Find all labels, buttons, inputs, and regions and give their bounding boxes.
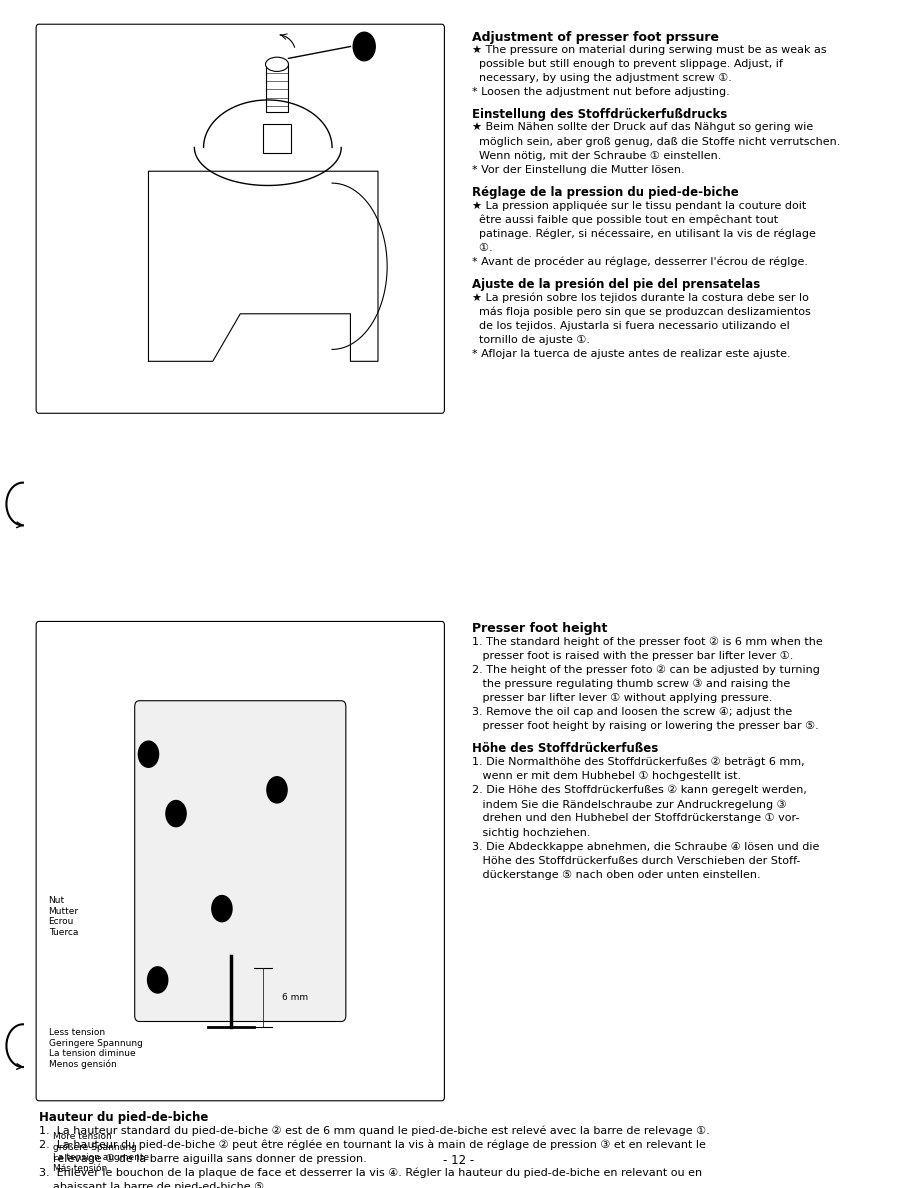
- Text: Höhe des Stoffdrückerfußes durch Verschieben der Stoff-: Höhe des Stoffdrückerfußes durch Verschi…: [472, 855, 800, 866]
- Text: 3. Die Abdeckkappe abnehmen, die Schraube ④ lösen und die: 3. Die Abdeckkappe abnehmen, die Schraub…: [472, 841, 820, 852]
- Text: 1.  La hauteur standard du pied-de-biche ② est de 6 mm quand le pied-de-biche es: 1. La hauteur standard du pied-de-biche …: [39, 1125, 710, 1136]
- Text: ①.: ①.: [472, 242, 493, 253]
- Text: 3. Remove the oil cap and loosen the screw ④; adjust the: 3. Remove the oil cap and loosen the scr…: [472, 707, 792, 718]
- Text: sichtig hochziehen.: sichtig hochziehen.: [472, 828, 590, 838]
- Text: presser foot is raised with the presser bar lifter lever ①.: presser foot is raised with the presser …: [472, 651, 793, 661]
- Text: wenn er mit dem Hubhebel ① hochgestellt ist.: wenn er mit dem Hubhebel ① hochgestellt …: [472, 771, 742, 781]
- Text: más floja posible pero sin que se produzcan deslizamientos: más floja posible pero sin que se produz…: [472, 307, 811, 317]
- Text: 2.  La hauteur du pied-de-biche ② peut être réglée en tournant la vis à main de : 2. La hauteur du pied-de-biche ② peut êt…: [39, 1139, 706, 1150]
- Text: * Loosen the adjustment nut before adjusting.: * Loosen the adjustment nut before adjus…: [472, 87, 730, 97]
- Text: presser foot height by raising or lowering the presser bar ⑤.: presser foot height by raising or loweri…: [472, 721, 819, 732]
- Text: Hauteur du pied-de-biche: Hauteur du pied-de-biche: [39, 1111, 208, 1124]
- Text: indem Sie die Rändelschraube zur Andruckregelung ③: indem Sie die Rändelschraube zur Andruck…: [472, 800, 787, 809]
- Text: Réglage de la pression du pied-de-biche: Réglage de la pression du pied-de-biche: [472, 187, 739, 200]
- Circle shape: [212, 896, 232, 922]
- Text: ②: ②: [219, 905, 225, 911]
- Text: ★ The pressure on material during serwing must be as weak as: ★ The pressure on material during serwin…: [472, 45, 827, 55]
- Bar: [263, 124, 291, 153]
- Text: 1. The standard height of the presser foot ② is 6 mm when the: 1. The standard height of the presser fo…: [472, 637, 823, 646]
- Text: 1. Die Normalthöhe des Stoffdrückerfußes ② beträgt 6 mm,: 1. Die Normalthöhe des Stoffdrückerfußes…: [472, 757, 805, 767]
- Text: Less tension
Geringere Spannung
La tension diminue
Menos gensión: Less tension Geringere Spannung La tensi…: [49, 1029, 142, 1069]
- Text: de los tejidos. Ajustarla si fuera necessario utilizando el: de los tejidos. Ajustarla si fuera neces…: [472, 321, 790, 330]
- FancyBboxPatch shape: [36, 621, 444, 1101]
- Text: relevage ① de la barre aiguilla sans donner de pression.: relevage ① de la barre aiguilla sans don…: [39, 1154, 366, 1163]
- Text: Höhe des Stoffdrückerfußes: Höhe des Stoffdrückerfußes: [472, 742, 658, 756]
- Text: Ajuste de la presión del pie del prensatelas: Ajuste de la presión del pie del prensat…: [472, 278, 760, 291]
- FancyBboxPatch shape: [36, 24, 444, 413]
- Text: Adjustment of presser foot prssure: Adjustment of presser foot prssure: [472, 31, 719, 44]
- Text: 2. The height of the presser foto ② can be adjusted by turning: 2. The height of the presser foto ② can …: [472, 665, 820, 675]
- Text: ③: ③: [274, 786, 280, 792]
- Bar: [265, 64, 288, 112]
- Circle shape: [139, 741, 159, 767]
- Text: abaissant la barre de pied-ed-biche ⑤.: abaissant la barre de pied-ed-biche ⑤.: [39, 1182, 268, 1188]
- Text: 1: 1: [361, 42, 367, 51]
- Text: 6 mm: 6 mm: [282, 993, 308, 1003]
- Text: Wenn nötig, mit der Schraube ① einstellen.: Wenn nötig, mit der Schraube ① einstelle…: [472, 151, 722, 160]
- Circle shape: [353, 32, 375, 61]
- Text: 3.  Enlever le bouchon de la plaque de face et desserrer la vis ④. Régler la hau: 3. Enlever le bouchon de la plaque de fa…: [39, 1168, 702, 1178]
- Text: necessary, by using the adjustment screw ①.: necessary, by using the adjustment screw…: [472, 72, 732, 83]
- Text: * Aflojar la tuerca de ajuste antes de realizar este ajuste.: * Aflojar la tuerca de ajuste antes de r…: [472, 349, 790, 359]
- Text: More tension
größere Spannung
La tension augmente
Más tensión: More tension größere Spannung La tension…: [52, 1132, 149, 1173]
- Ellipse shape: [265, 57, 288, 71]
- Circle shape: [267, 777, 287, 803]
- Text: möglich sein, aber groß genug, daß die Stoffe nicht verrutschen.: möglich sein, aber groß genug, daß die S…: [472, 137, 841, 146]
- Text: the pressure regulating thumb screw ③ and raising the: the pressure regulating thumb screw ③ an…: [472, 678, 790, 689]
- Text: * Avant de procéder au réglage, desserrer l'écrou de réglge.: * Avant de procéder au réglage, desserre…: [472, 257, 808, 267]
- Circle shape: [166, 801, 186, 827]
- Text: ★ La pression appliquée sur le tissu pendant la couture doit: ★ La pression appliquée sur le tissu pen…: [472, 201, 807, 210]
- Text: être aussi faible que possible tout en empêchant tout: être aussi faible que possible tout en e…: [472, 215, 778, 225]
- Text: ★ La presión sobre los tejidos durante la costura debe ser lo: ★ La presión sobre los tejidos durante l…: [472, 292, 809, 303]
- Text: Einstellung des Stoffdrückerfußdrucks: Einstellung des Stoffdrückerfußdrucks: [472, 108, 727, 121]
- Text: 2. Die Höhe des Stoffdrückerfußes ② kann geregelt werden,: 2. Die Höhe des Stoffdrückerfußes ② kann…: [472, 785, 807, 795]
- Text: presser bar lifter lever ① without applying pressure.: presser bar lifter lever ① without apply…: [472, 693, 773, 703]
- Text: patinage. Régler, si nécessaire, en utilisant la vis de réglage: patinage. Régler, si nécessaire, en util…: [472, 228, 816, 239]
- Text: possible but still enough to prevent slippage. Adjust, if: possible but still enough to prevent sli…: [472, 59, 783, 69]
- Text: drehen und den Hubhebel der Stoffdrückerstange ① vor-: drehen und den Hubhebel der Stoffdrücker…: [472, 814, 800, 823]
- Text: ①: ①: [146, 751, 151, 757]
- Circle shape: [148, 967, 168, 993]
- Text: * Vor der Einstellung die Mutter lösen.: * Vor der Einstellung die Mutter lösen.: [472, 165, 685, 175]
- Text: ★ Beim Nähen sollte der Druck auf das Nähgut so gering wie: ★ Beim Nähen sollte der Druck auf das Nä…: [472, 122, 813, 133]
- Text: Nut
Mutter
Ecrou
Tuerca: Nut Mutter Ecrou Tuerca: [49, 896, 79, 936]
- Text: ⑤: ⑤: [155, 977, 161, 982]
- Text: ④: ④: [174, 810, 179, 816]
- Text: tornillo de ajuste ①.: tornillo de ajuste ①.: [472, 335, 590, 345]
- Text: - 12 -: - 12 -: [443, 1155, 475, 1167]
- Text: dückerstange ⑤ nach oben oder unten einstellen.: dückerstange ⑤ nach oben oder unten eins…: [472, 870, 761, 880]
- Text: Presser foot height: Presser foot height: [472, 623, 608, 636]
- FancyBboxPatch shape: [135, 701, 346, 1022]
